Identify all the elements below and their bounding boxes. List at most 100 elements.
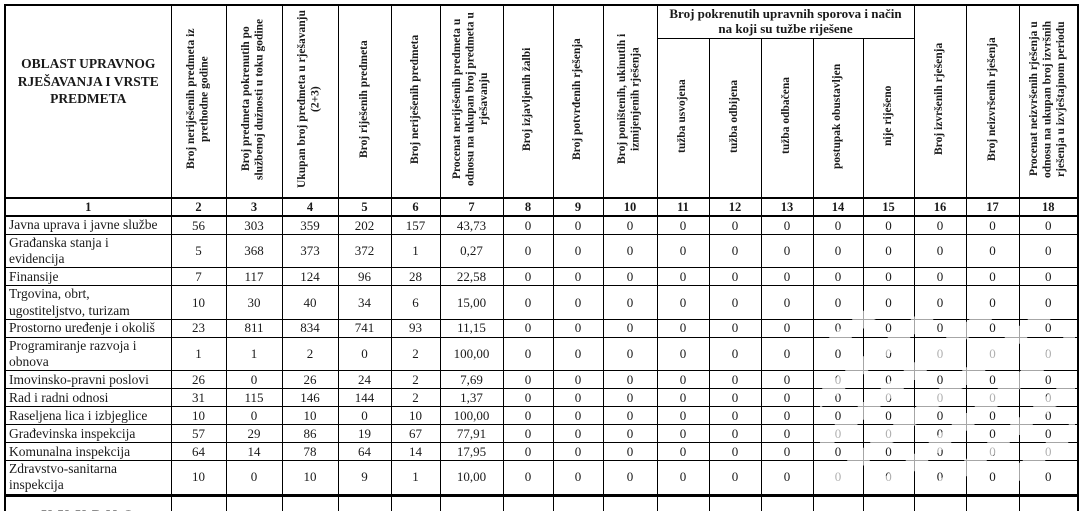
- value-cell: 1,37: [439, 388, 504, 408]
- col-header-2: Broj neriješenih predmeta iz prethodne g…: [170, 4, 227, 199]
- value-cell: 303: [225, 215, 283, 235]
- col-header-6: Broj neriješenih predmeta: [390, 4, 441, 199]
- total-label: U K U P N O: [4, 493, 172, 511]
- value-cell: 0: [656, 424, 710, 444]
- value-cell: 811: [225, 318, 283, 338]
- row-label: Građanska stanja i evidencija: [4, 233, 172, 269]
- column-number: 16: [913, 197, 967, 217]
- value-cell: 0: [760, 442, 814, 462]
- value-cell: 0: [225, 460, 283, 496]
- value-cell: 0: [337, 406, 392, 426]
- value-cell: 43,73: [439, 215, 504, 235]
- value-cell: 1: [170, 336, 227, 372]
- value-cell: 368: [225, 233, 283, 269]
- value-cell: 0: [552, 215, 604, 235]
- value-cell: 0: [552, 336, 604, 372]
- value-cell: 29: [225, 424, 283, 444]
- total-value-cell: 0: [965, 493, 1020, 511]
- value-cell: 0: [760, 285, 814, 320]
- total-value-cell: 301: [170, 493, 227, 511]
- value-cell: 202: [337, 215, 392, 235]
- value-cell: 0: [913, 215, 967, 235]
- value-cell: 0: [760, 388, 814, 408]
- value-cell: 0: [965, 406, 1020, 426]
- total-value-cell: 384: [390, 493, 441, 511]
- value-cell: 0: [552, 424, 604, 444]
- value-cell: 0: [760, 370, 814, 390]
- table-row: Finansije 7 117 124 96 28 22,58 0 0 0 0 0 0 0 0 0 0 0: [4, 267, 1079, 287]
- col-header-15: nije riješeno: [862, 38, 915, 199]
- value-cell: 0: [1018, 336, 1079, 372]
- col-header-2-label: Broj neriješenih predmeta iz prethodne g…: [184, 28, 211, 170]
- value-cell: 0: [656, 442, 710, 462]
- table-row: Imovinsko-pravni poslovi 26 0 26 24 2 7,69 0 0 0 0…: [4, 370, 1079, 390]
- col-header-3-label: Broj predmeta pokrenutih po službenoj du…: [240, 18, 266, 180]
- value-cell: 0: [552, 460, 604, 496]
- value-cell: 146: [281, 388, 339, 408]
- value-cell: 0: [602, 233, 658, 269]
- col-header-11-label: tužba usvojena: [676, 78, 689, 153]
- value-cell: 0: [708, 318, 762, 338]
- value-cell: 157: [390, 215, 441, 235]
- value-cell: 28: [390, 267, 441, 287]
- value-cell: 7,69: [439, 370, 504, 390]
- value-cell: 0: [708, 460, 762, 496]
- value-cell: 0,27: [439, 233, 504, 269]
- value-cell: 0: [656, 267, 710, 287]
- value-cell: 373: [281, 233, 339, 269]
- value-cell: 0: [812, 215, 864, 235]
- value-cell: 0: [602, 424, 658, 444]
- value-cell: 9: [337, 460, 392, 496]
- col-header-10: Broj poništenih, ukinutih i izmijenjenih…: [602, 4, 658, 199]
- value-cell: 0: [602, 267, 658, 287]
- value-cell: 0: [862, 233, 915, 269]
- row-label: Trgovina, obrt, ugostiteljstvo, turizam: [4, 285, 172, 320]
- value-cell: 64: [337, 442, 392, 462]
- value-cell: 0: [862, 285, 915, 320]
- value-cell: 11,15: [439, 318, 504, 338]
- column-number: 4: [281, 197, 339, 217]
- total-value-cell: 1788: [225, 493, 283, 511]
- value-cell: 0: [812, 388, 864, 408]
- value-cell: 0: [602, 285, 658, 320]
- value-cell: 0: [913, 336, 967, 372]
- value-cell: 2: [390, 370, 441, 390]
- value-cell: 0: [1018, 460, 1079, 496]
- col-header-15-label: nije riješeno: [881, 85, 894, 146]
- value-cell: 0: [1018, 267, 1079, 287]
- value-cell: 0: [502, 460, 554, 496]
- table-row: Trgovina, obrt, ugostiteljstvo, turizam 1…: [4, 285, 1079, 320]
- value-cell: 359: [281, 215, 339, 235]
- value-cell: 0: [552, 442, 604, 462]
- group-header-disputes: Broj pokrenutih upravnih sporova i način…: [656, 4, 915, 39]
- value-cell: 0: [760, 318, 814, 338]
- value-cell: 0: [502, 267, 554, 287]
- value-cell: 10: [170, 460, 227, 496]
- col-header-12-label: tužba odbijena: [728, 78, 741, 153]
- value-cell: 19: [337, 424, 392, 444]
- row-label: Javna uprava i javne službe: [4, 215, 172, 235]
- col-header-7-label: Procenat neriješenih predmeta u odnosu n…: [451, 12, 491, 186]
- value-cell: 0: [602, 388, 658, 408]
- total-value-cell: 18,38: [439, 493, 504, 511]
- value-cell: 0: [708, 285, 762, 320]
- total-value-cell: 0: [1018, 493, 1079, 511]
- total-row: U K U P N O 30117882089170538418,3800000…: [4, 493, 1079, 511]
- row-label: Raseljena lica i izbjeglice: [4, 406, 172, 426]
- value-cell: 67: [390, 424, 441, 444]
- value-cell: 0: [913, 406, 967, 426]
- value-cell: 86: [281, 424, 339, 444]
- value-cell: 96: [337, 267, 392, 287]
- value-cell: 2: [281, 336, 339, 372]
- corner-header: OBLAST UPRAVNOG RJEŠAVANJA I VRSTE PREDM…: [4, 4, 172, 199]
- value-cell: 0: [862, 442, 915, 462]
- value-cell: 0: [502, 370, 554, 390]
- value-cell: 0: [602, 442, 658, 462]
- value-cell: 0: [708, 267, 762, 287]
- value-cell: 0: [760, 267, 814, 287]
- value-cell: 10: [170, 285, 227, 320]
- value-cell: 0: [708, 215, 762, 235]
- column-number: 7: [439, 197, 504, 217]
- col-header-18: Procenat neizvršenih rješenja u odnosu n…: [1018, 4, 1079, 199]
